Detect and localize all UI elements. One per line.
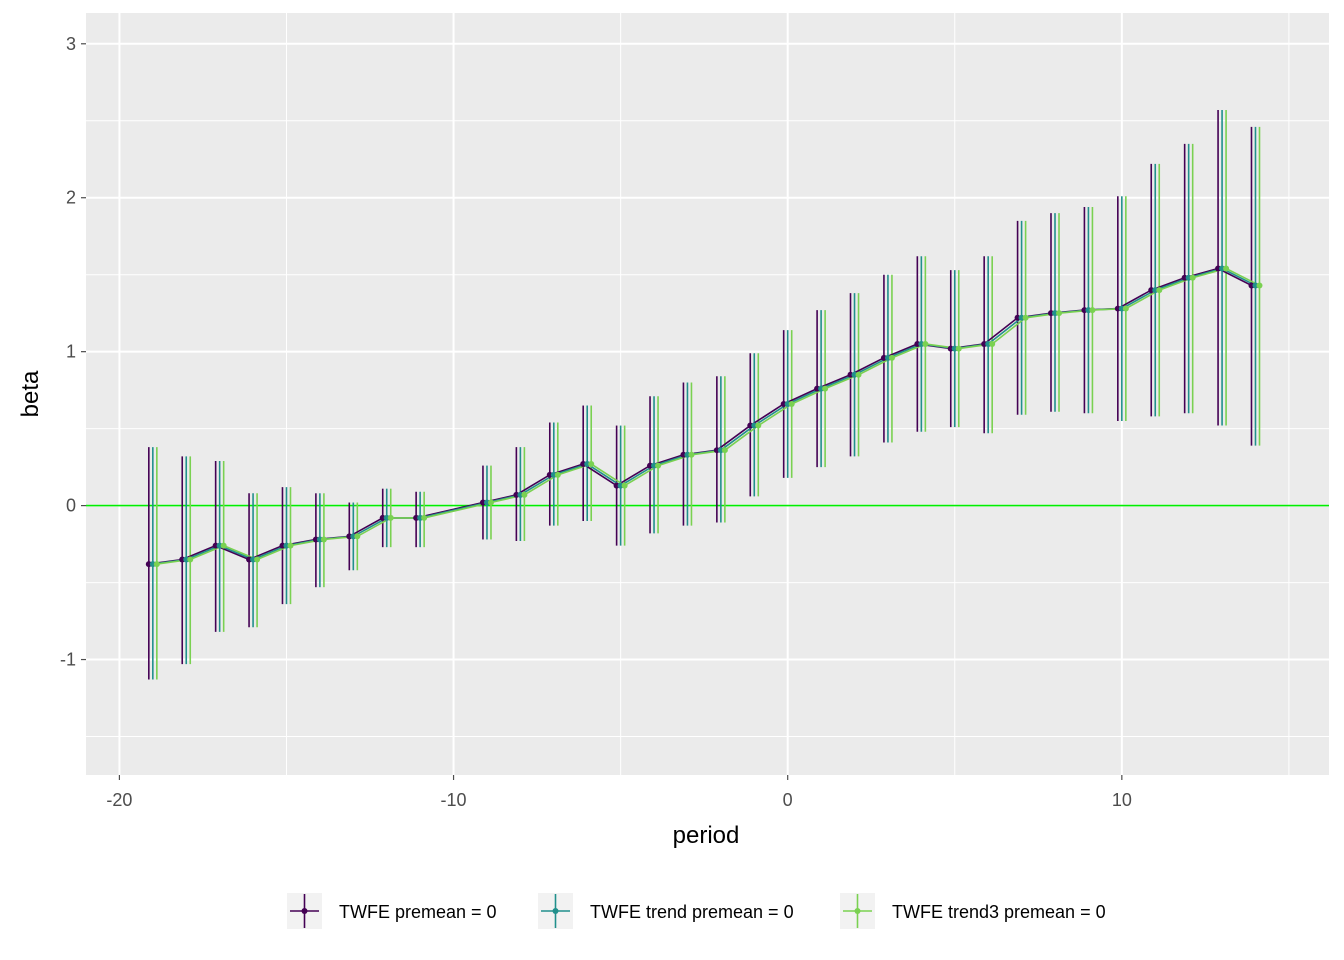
x-tick-label: -10 xyxy=(441,790,467,810)
data-point xyxy=(1156,287,1163,294)
data-point xyxy=(320,536,327,543)
y-tick-label: 2 xyxy=(66,188,76,208)
data-point xyxy=(1089,307,1096,314)
data-point xyxy=(187,556,194,563)
data-point xyxy=(554,471,561,478)
data-point xyxy=(655,462,662,469)
data-point xyxy=(487,499,494,506)
data-point xyxy=(888,354,895,361)
y-axis-title: beta xyxy=(17,370,44,417)
x-axis-title: period xyxy=(673,822,740,849)
legend-key-point xyxy=(552,908,559,914)
data-point xyxy=(755,422,762,429)
y-tick-label: -1 xyxy=(60,650,76,670)
legend: TWFE premean = 0 TWFE trend premean = 0 TW… xyxy=(287,893,1106,929)
data-point xyxy=(220,542,227,549)
x-axis-ticks: -20 -10 0 10 xyxy=(106,775,1132,810)
x-tick-label: 10 xyxy=(1112,790,1132,810)
data-point xyxy=(387,514,394,521)
data-point xyxy=(254,556,261,563)
data-point xyxy=(1256,282,1263,289)
plot-panel xyxy=(86,13,1329,775)
data-point xyxy=(721,447,728,454)
data-point xyxy=(588,461,595,468)
x-tick-label: -20 xyxy=(106,790,132,810)
data-point xyxy=(989,340,996,347)
data-point xyxy=(287,542,294,549)
data-point xyxy=(822,385,829,392)
legend-label: TWFE trend premean = 0 xyxy=(590,902,794,922)
data-point xyxy=(788,401,795,408)
data-point xyxy=(955,345,962,352)
data-point xyxy=(1022,314,1029,321)
data-point xyxy=(688,451,695,458)
legend-key-point xyxy=(854,908,861,914)
data-point xyxy=(521,491,528,498)
series-points xyxy=(145,265,1263,568)
data-point xyxy=(1056,310,1063,317)
data-point xyxy=(855,371,862,378)
legend-label: TWFE premean = 0 xyxy=(339,902,497,922)
x-tick-label: 0 xyxy=(783,790,793,810)
data-point xyxy=(421,514,428,521)
data-point xyxy=(153,561,160,568)
y-axis-ticks: -1 0 1 2 3 xyxy=(60,34,86,670)
data-point xyxy=(1223,265,1230,272)
data-point xyxy=(1189,274,1196,281)
y-tick-label: 3 xyxy=(66,34,76,54)
legend-key-point xyxy=(301,908,308,914)
data-point xyxy=(354,533,361,540)
legend-label: TWFE trend3 premean = 0 xyxy=(892,902,1106,922)
y-tick-label: 0 xyxy=(66,496,76,516)
y-tick-label: 1 xyxy=(66,342,76,362)
data-point xyxy=(621,482,628,489)
data-point xyxy=(1122,305,1129,312)
data-point xyxy=(922,340,929,347)
